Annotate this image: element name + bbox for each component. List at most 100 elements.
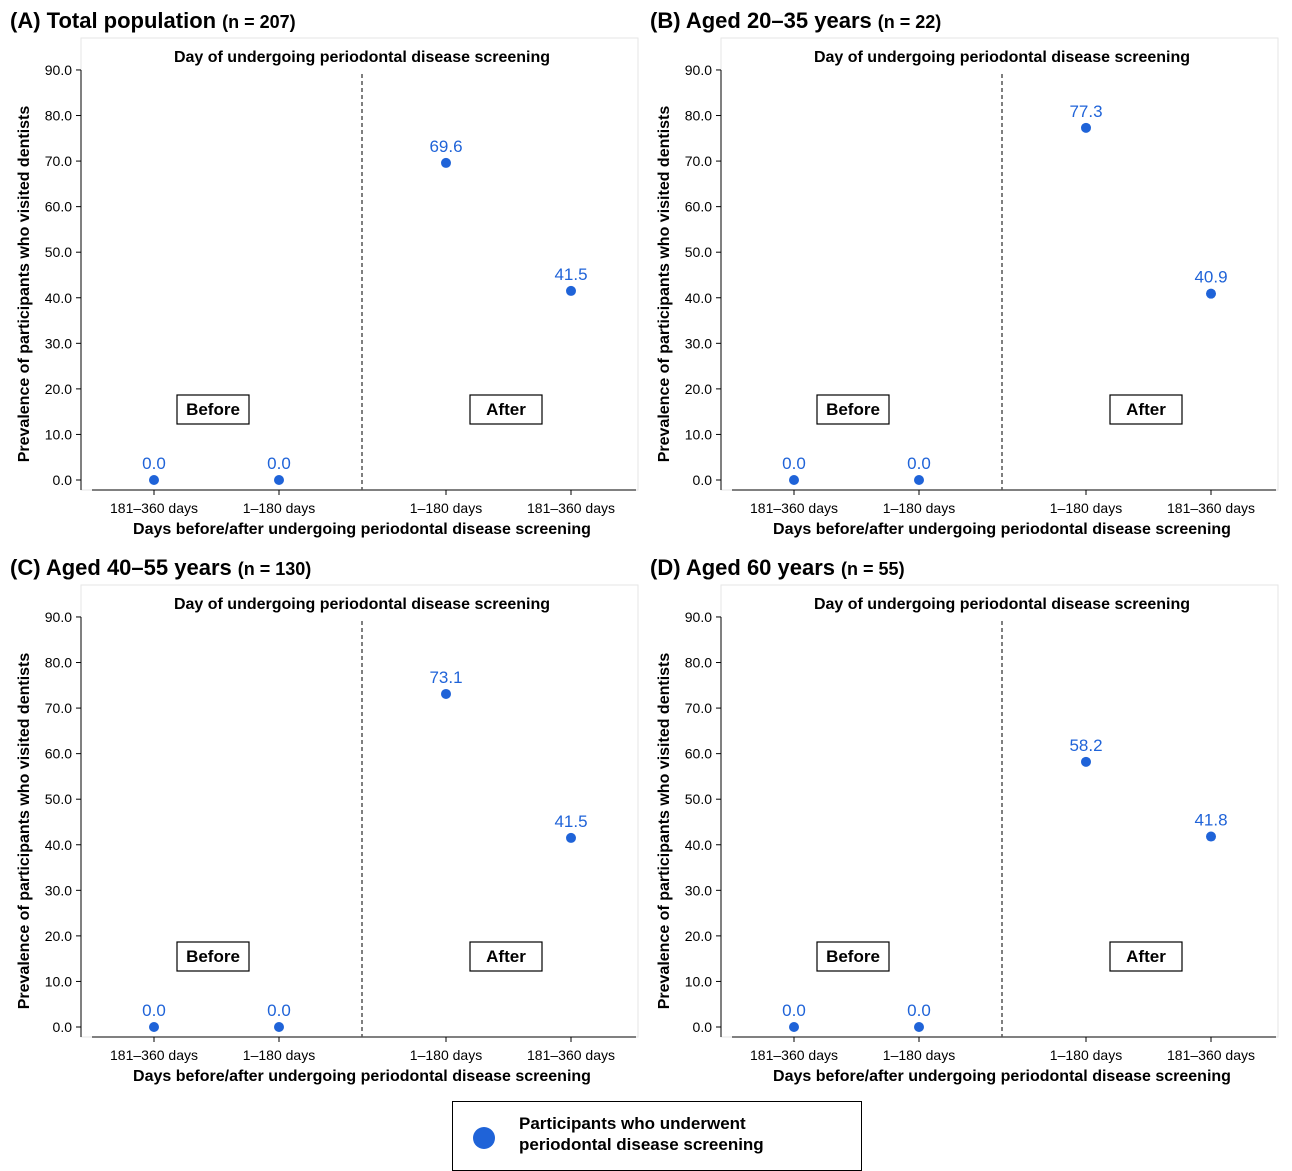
data-label: 73.1 <box>429 668 462 687</box>
data-label: 0.0 <box>142 454 166 473</box>
data-label: 58.2 <box>1069 736 1102 755</box>
after-label-box <box>1109 394 1183 425</box>
data-point <box>441 157 451 168</box>
data-point <box>914 1022 924 1032</box>
y-tick-label: 70.0 <box>45 700 72 716</box>
panel-title: (C) Aged 40–55 years (n = 130) <box>10 555 311 580</box>
data-point <box>149 1022 159 1032</box>
y-tick-label: 70.0 <box>685 153 712 169</box>
after-label: After <box>1126 947 1166 966</box>
legend-label-line2: periodontal disease screening <box>519 1135 764 1154</box>
data-point <box>149 475 159 485</box>
y-tick-label: 50.0 <box>45 244 72 260</box>
after-label: After <box>486 947 526 966</box>
y-tick-label: 50.0 <box>45 791 72 807</box>
data-label: 0.0 <box>907 454 931 473</box>
data-point <box>1081 122 1091 133</box>
x-tick-label: 181–360 days <box>527 1047 615 1063</box>
before-label: Before <box>826 400 880 419</box>
x-tick-label: 1–180 days <box>243 500 315 516</box>
y-tick-label: 60.0 <box>685 199 712 215</box>
panel-title: (D) Aged 60 years (n = 55) <box>650 555 905 580</box>
before-label: Before <box>826 947 880 966</box>
data-label: 0.0 <box>267 454 291 473</box>
panel-title-main: (C) Aged 40–55 years <box>10 555 232 580</box>
panel-title: (A) Total population (n = 207) <box>10 8 296 33</box>
y-tick-label: 0.0 <box>693 1019 713 1035</box>
before-label-box <box>816 394 890 425</box>
data-point <box>789 475 799 485</box>
after-label-box <box>469 394 543 425</box>
x-axis-title: Days before/after undergoing periodontal… <box>133 1068 591 1085</box>
y-tick-label: 90.0 <box>45 62 72 78</box>
y-tick-label: 60.0 <box>45 199 72 215</box>
data-label: 40.9 <box>1194 268 1227 287</box>
after-label-box <box>469 941 543 972</box>
y-tick-label: 40.0 <box>685 837 712 853</box>
y-tick-label: 50.0 <box>685 244 712 260</box>
y-tick-label: 80.0 <box>685 108 712 124</box>
data-point <box>1081 756 1091 767</box>
data-label: 77.3 <box>1069 102 1102 121</box>
y-tick-label: 80.0 <box>45 108 72 124</box>
panel-title: (B) Aged 20–35 years (n = 22) <box>650 8 941 33</box>
y-tick-label: 60.0 <box>45 746 72 762</box>
y-tick-label: 30.0 <box>45 335 72 351</box>
x-tick-label: 1–180 days <box>883 500 955 516</box>
chart-panel-2: (B) Aged 20–35 years (n = 22) 0.0 10.0 20.0 3… <box>650 8 1279 538</box>
y-tick-label: 40.0 <box>45 837 72 853</box>
before-label: Before <box>186 947 240 966</box>
y-axis-title: Prevalence of participants who visited d… <box>16 653 33 1010</box>
y-tick-label: 0.0 <box>53 472 73 488</box>
x-axis-title: Days before/after undergoing periodontal… <box>773 1068 1231 1085</box>
y-tick-label: 30.0 <box>685 335 712 351</box>
x-tick-label: 1–180 days <box>410 500 482 516</box>
y-tick-label: 10.0 <box>45 973 72 989</box>
data-label: 41.5 <box>554 812 587 831</box>
y-axis-title: Prevalence of participants who visited d… <box>656 653 673 1010</box>
chart-panel-4: (D) Aged 60 years (n = 55) 0.0 10.0 20.0 30.0… <box>650 555 1279 1085</box>
panel-title-main: (B) Aged 20–35 years <box>650 8 872 33</box>
x-tick-label: 181–360 days <box>750 500 838 516</box>
x-tick-label: 1–180 days <box>1050 1047 1122 1063</box>
data-label: 0.0 <box>267 1001 291 1020</box>
y-tick-label: 10.0 <box>685 426 712 442</box>
x-tick-label: 181–360 days <box>110 500 198 516</box>
x-tick-label: 181–360 days <box>1167 1047 1255 1063</box>
data-label: 0.0 <box>142 1001 166 1020</box>
y-tick-label: 60.0 <box>685 746 712 762</box>
x-tick-label: 1–180 days <box>410 1047 482 1063</box>
legend-label: Participants who underwent periodontal d… <box>519 1113 849 1155</box>
data-point <box>566 832 576 843</box>
panel-title-main: (D) Aged 60 years <box>650 555 835 580</box>
after-label: After <box>486 400 526 419</box>
y-tick-label: 30.0 <box>685 882 712 898</box>
x-tick-label: 181–360 days <box>527 500 615 516</box>
y-axis-title: Prevalence of participants who visited d… <box>656 106 673 463</box>
y-axis-title: Prevalence of participants who visited d… <box>16 106 33 463</box>
x-tick-label: 181–360 days <box>1167 500 1255 516</box>
y-tick-label: 20.0 <box>45 381 72 397</box>
plot-frame <box>720 37 1279 491</box>
y-tick-label: 10.0 <box>45 426 72 442</box>
chart-panel-3: (C) Aged 40–55 years (n = 130) 0.0 10.0 20.0… <box>10 555 639 1085</box>
y-tick-label: 20.0 <box>685 381 712 397</box>
y-tick-label: 70.0 <box>45 153 72 169</box>
data-point <box>274 475 284 485</box>
chart-panel-1: (A) Total population (n = 207) 0.0 10.0 20.0… <box>10 8 639 538</box>
screening-day-label: Day of undergoing periodontal disease sc… <box>814 49 1190 66</box>
panel-title-main: (A) Total population <box>10 8 216 33</box>
panel-title-n: (n = 22) <box>878 12 942 32</box>
before-label: Before <box>186 400 240 419</box>
panel-title-n: (n = 207) <box>222 12 296 32</box>
data-point <box>914 475 924 485</box>
x-tick-label: 1–180 days <box>243 1047 315 1063</box>
after-label-box <box>1109 941 1183 972</box>
data-point <box>1206 831 1216 842</box>
data-point <box>789 1022 799 1032</box>
data-point <box>274 1022 284 1032</box>
before-label-box <box>176 394 250 425</box>
legend-label-line1: Participants who underwent <box>519 1114 746 1133</box>
y-tick-label: 70.0 <box>685 700 712 716</box>
x-axis-title: Days before/after undergoing periodontal… <box>773 521 1231 538</box>
